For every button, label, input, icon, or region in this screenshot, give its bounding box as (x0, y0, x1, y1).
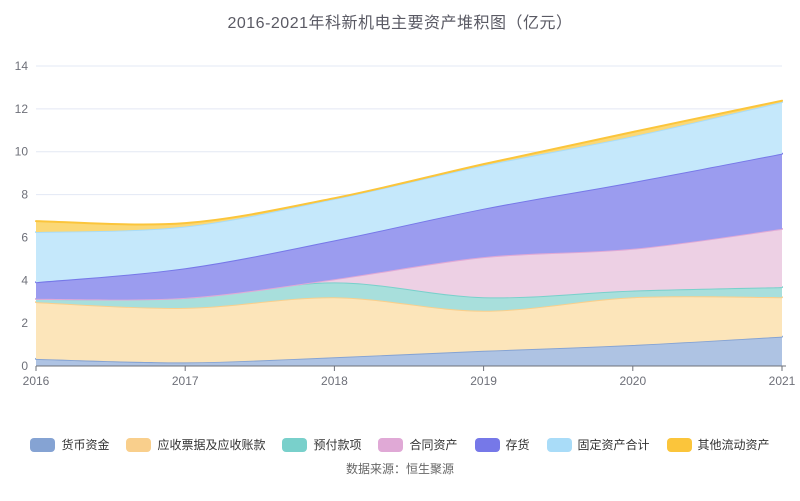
chart-legend: 货币资金 应收票据及应收账款 预付款项 合同资产 存货 固定资产合计 其他流动资产 (0, 436, 800, 453)
y-axis-tick-label: 0 (21, 359, 28, 373)
x-axis-tick-label: 2021 (769, 374, 796, 388)
legend-item-3[interactable]: 预付款项 (282, 436, 361, 453)
legend-label: 货币资金 (61, 438, 110, 452)
legend-swatch (126, 437, 152, 452)
legend-swatch (546, 437, 572, 452)
legend-item-4[interactable]: 合同资产 (378, 436, 458, 453)
y-axis-tick-label: 8 (21, 188, 28, 202)
legend-item-1[interactable]: 货币资金 (30, 436, 109, 453)
y-axis-tick-label: 10 (15, 145, 29, 159)
legend-swatch (282, 437, 308, 452)
chart-title: 2016-2021年科新机电主要资产堆积图（亿元） (227, 15, 573, 32)
line-series-7 (35, 99, 783, 226)
area-series-3 (36, 282, 782, 311)
legend-item-7[interactable]: 其他流动资产 (666, 436, 770, 453)
legend-item-5[interactable]: 存货 (474, 436, 530, 453)
area-series-2 (36, 296, 782, 363)
x-axis-tick-label: 2019 (470, 374, 497, 388)
legend-label: 固定资产合计 (577, 438, 650, 452)
y-axis-tick-label: 6 (21, 230, 28, 244)
legend-label: 存货 (505, 438, 530, 452)
y-axis-tick-label: 12 (15, 102, 29, 116)
legend-label: 其他流动资产 (697, 438, 770, 452)
legend-item-2[interactable]: 应收票据及应收账款 (126, 436, 265, 453)
legend-label: 合同资产 (409, 438, 458, 452)
x-axis-tick-label: 2017 (172, 374, 199, 388)
y-axis-tick-label: 4 (21, 273, 28, 287)
area-series-1 (36, 336, 782, 366)
legend-label: 应收票据及应收账款 (157, 438, 266, 452)
legend-swatch (30, 437, 56, 452)
plot-area: 0 2 4 6 8 10 12 14 2016 2017 2018 2019 2020 2021 (0, 38, 800, 410)
area-series-4 (36, 228, 782, 300)
data-source-note: 数据来源：恒生聚源 (345, 462, 454, 476)
x-axis-tick-label: 2016 (23, 374, 50, 388)
stacked-area-chart: 0 2 4 6 8 10 12 14 2016 2017 2018 2019 2020 2021 (15, 59, 796, 388)
y-axis-tick-label: 2 (21, 316, 28, 330)
legend-swatch (474, 437, 500, 452)
area-series-6 (36, 102, 782, 283)
x-axis-tick-label: 2020 (619, 374, 646, 388)
y-axis-tick-label: 14 (15, 59, 29, 73)
legend-swatch (378, 437, 404, 452)
legend-swatch (666, 437, 692, 452)
legend-item-6[interactable]: 固定资产合计 (546, 436, 650, 453)
legend-label: 预付款项 (313, 438, 362, 452)
x-axis-tick-label: 2018 (321, 374, 348, 388)
